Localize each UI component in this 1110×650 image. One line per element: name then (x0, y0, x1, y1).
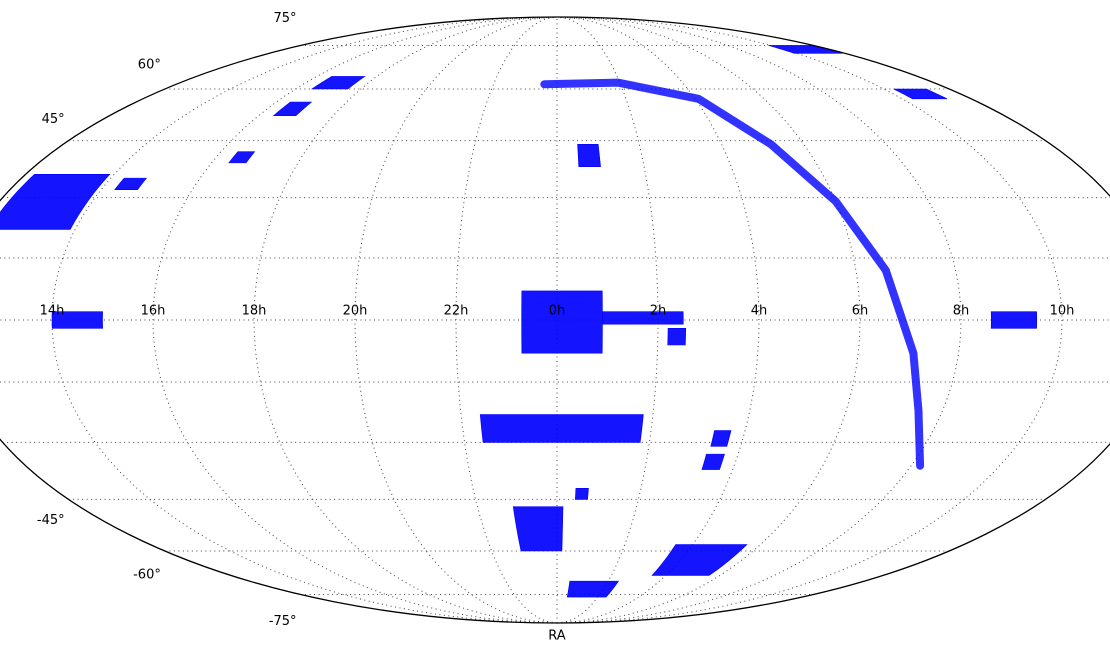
meridian-grid-line (556, 16, 659, 624)
footprint (710, 430, 732, 447)
x-tick-label: 10h (1050, 304, 1075, 319)
x-tick-label: 14h (40, 304, 65, 319)
footprint (114, 177, 148, 191)
y-tick-label: -75° (269, 614, 297, 629)
meridian-grid-line (556, 16, 760, 624)
x-tick-label: 8h (953, 304, 970, 319)
y-tick-label: -60° (133, 568, 161, 583)
footprint (893, 88, 948, 100)
x-tick-label: 0h (549, 304, 566, 319)
footprint (566, 580, 620, 598)
footprint (574, 488, 589, 500)
data-layer (0, 45, 1038, 598)
footprint (479, 414, 644, 443)
footprint (272, 101, 313, 117)
footprint (701, 453, 725, 470)
y-tick-label: 45° (42, 112, 65, 127)
y-tick-label: 75° (274, 11, 297, 26)
footprint (990, 311, 1038, 329)
meridian-grid-line (253, 16, 558, 624)
y-tick-label: 60° (138, 57, 161, 72)
footprint (667, 328, 687, 346)
map-boundary (0, 16, 1110, 624)
footprint (521, 290, 603, 354)
label-layer: 14h 16h 18h 20h 22h 0h 2h 4h 6h 8h 10h -75° -60° -45°… (37, 11, 1075, 629)
meridian-grid-line (455, 16, 558, 624)
x-tick-label: 18h (242, 304, 267, 319)
x-tick-label: 6h (852, 304, 869, 319)
meridian-grid-line (556, 16, 1063, 624)
x-tick-label: 4h (751, 304, 768, 319)
footprint (512, 506, 564, 552)
meridian-grid-line (556, 16, 962, 624)
meridian-grid-line (354, 16, 558, 624)
x-tick-label: 16h (141, 304, 166, 319)
meridian-grid-line (51, 16, 558, 624)
footprint (602, 311, 684, 325)
footprint (0, 173, 111, 230)
x-tick-label: 22h (444, 304, 469, 319)
footprint (228, 151, 256, 164)
meridian-grid-line (556, 16, 861, 624)
x-tick-label: 20h (343, 304, 368, 319)
x-tick-label: 2h (650, 304, 667, 319)
survey-arc (540, 78, 925, 470)
footprint (651, 544, 748, 576)
y-tick-label: -45° (37, 513, 65, 528)
footprint (310, 76, 366, 90)
x-axis-label: RA (548, 629, 566, 644)
footprint (577, 143, 601, 167)
footprint (51, 311, 103, 329)
